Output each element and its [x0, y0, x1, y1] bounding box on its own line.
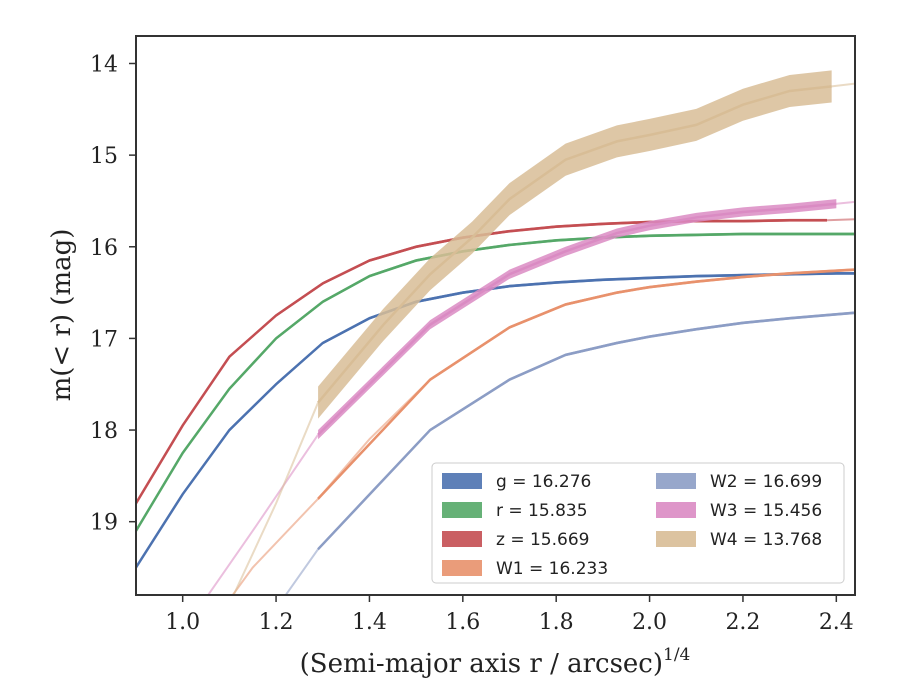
series-band	[136, 218, 827, 505]
series-extension-line	[232, 402, 320, 595]
x-tick-label: 2.2	[725, 610, 760, 635]
series-extension-line	[831, 82, 855, 88]
x-axis-label: (Semi-major axis r / arcsec)1/4	[300, 645, 691, 679]
x-tick-label: 1.2	[259, 610, 294, 635]
y-axis-label: m(< r) (mag)	[47, 229, 77, 402]
x-tick-label: 1.6	[445, 610, 480, 635]
y-tick-label: 17	[90, 327, 118, 352]
series-line	[317, 311, 855, 551]
legend-label: r = 15.835	[496, 501, 588, 521]
y-tick-label: 15	[90, 144, 118, 169]
x-tick-label: 2.0	[632, 610, 667, 635]
series-layer	[136, 70, 855, 595]
legend: g = 16.276 r = 15.835 z = 15.669 W1 = 16.23…	[431, 462, 845, 584]
legend-label: W3 = 15.456	[710, 501, 822, 521]
series-line	[136, 218, 827, 505]
legend-swatch	[442, 560, 482, 576]
series-extension-line	[836, 200, 855, 205]
series-line	[317, 202, 837, 436]
legend-label: g = 16.276	[496, 472, 591, 492]
x-tick-label: 1.8	[539, 610, 574, 635]
legend-swatch	[656, 531, 696, 547]
y-tick-label: 19	[90, 511, 118, 536]
legend-label: z = 15.669	[496, 530, 589, 550]
legend-swatch	[656, 502, 696, 518]
legend-swatch	[442, 531, 482, 547]
legend-swatch	[442, 502, 482, 518]
x-tick-label: 1.4	[352, 610, 387, 635]
x-tick-label: 2.4	[819, 610, 854, 635]
x-tick-label: 1.0	[165, 610, 200, 635]
legend-swatch	[442, 473, 482, 489]
series-band	[318, 70, 832, 419]
series-line	[317, 268, 855, 500]
legend-label: W2 = 16.699	[710, 472, 822, 492]
y-tick-label: 18	[90, 419, 118, 444]
legend-box	[431, 462, 845, 584]
legend-label: W4 = 13.768	[710, 530, 822, 550]
x-axis: 1.0 1.2 1.4 1.6 1.8 2.0 2.2 2.4	[165, 595, 854, 635]
legend-label: W1 = 16.233	[496, 559, 608, 579]
y-tick-label: 14	[90, 52, 118, 77]
series-line	[317, 85, 832, 404]
series-extension-line	[206, 434, 319, 595]
legend-swatch	[656, 473, 696, 489]
series-extension-line	[826, 218, 855, 222]
plot-frame	[135, 35, 856, 596]
y-tick-label: 16	[90, 236, 118, 261]
series-line	[136, 232, 855, 532]
y-axis: 14 15 16 17 18 19	[90, 52, 136, 536]
